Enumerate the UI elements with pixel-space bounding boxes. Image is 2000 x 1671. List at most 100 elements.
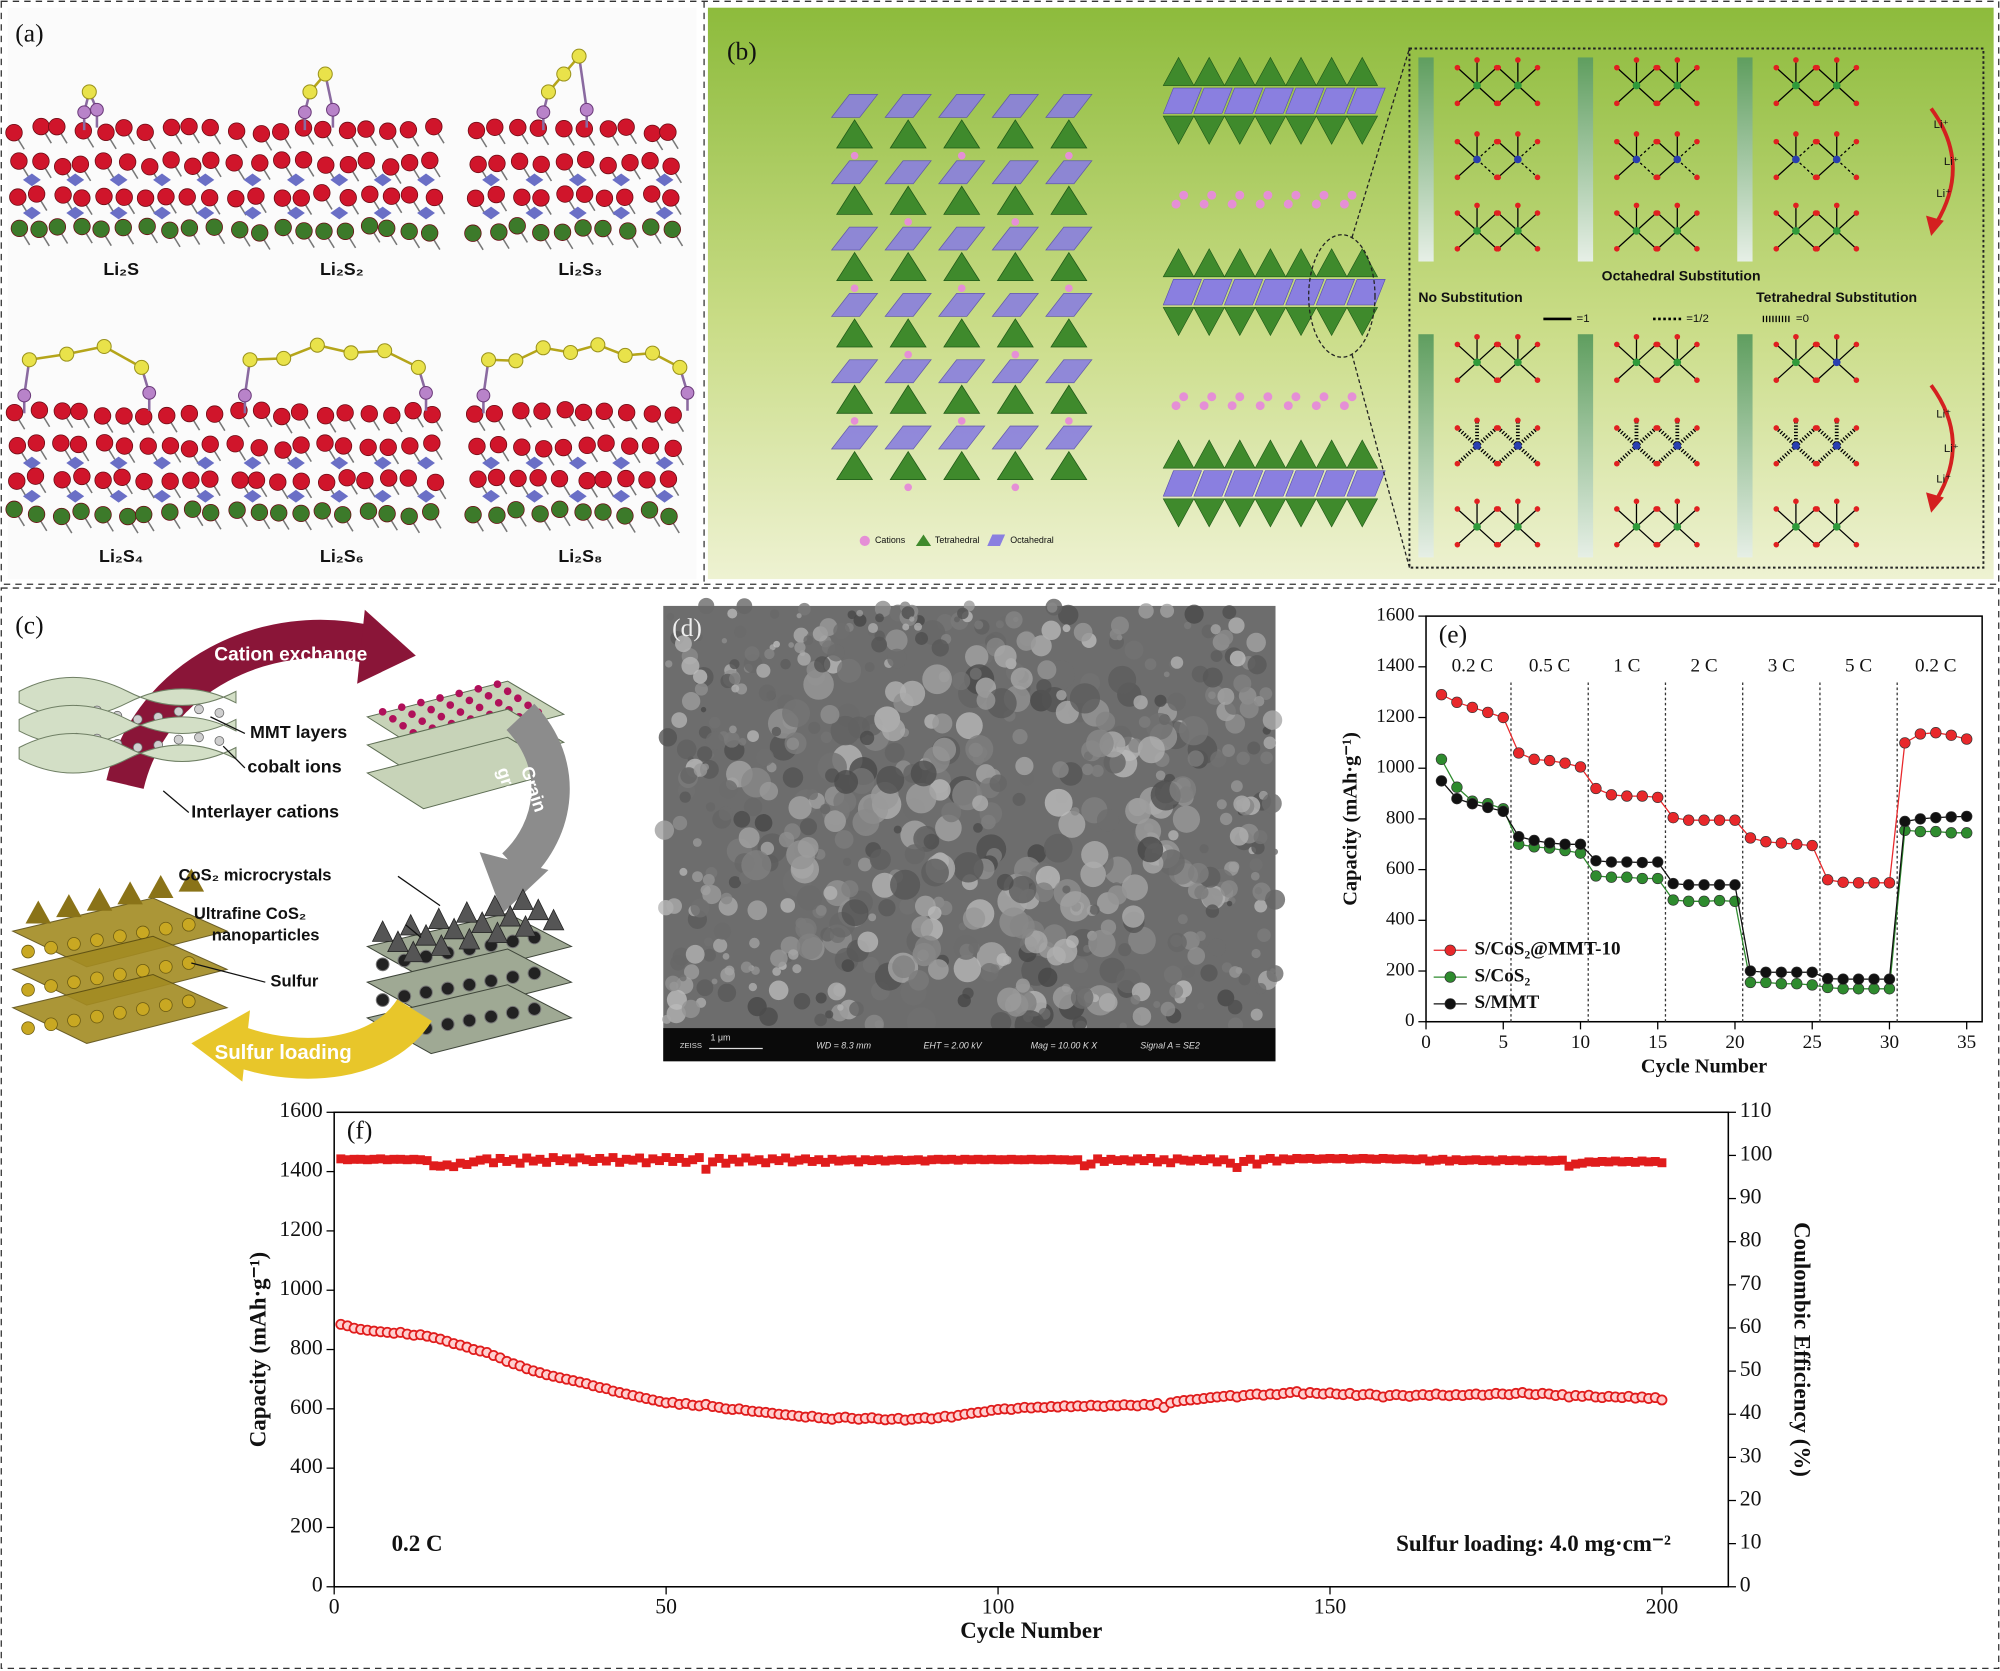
atom [273, 189, 292, 207]
atom [568, 206, 587, 220]
octahedron [1346, 279, 1386, 306]
tetrahedron [836, 318, 874, 348]
octahedron [937, 226, 986, 251]
atom [379, 122, 397, 140]
cobalt-ion [524, 701, 532, 710]
atom [532, 155, 550, 174]
point [1551, 1156, 1561, 1166]
atom [161, 503, 179, 521]
octahedron [830, 226, 879, 251]
oxygen [1614, 506, 1620, 512]
grain [721, 638, 728, 644]
point [1513, 747, 1525, 759]
tetrahedral-cation [1792, 358, 1800, 367]
atom [417, 206, 435, 220]
cation [850, 284, 859, 293]
point [1821, 972, 1834, 985]
atom [228, 501, 246, 519]
grain [1107, 885, 1128, 905]
point [508, 1155, 518, 1165]
bond-key-label: =0 [1796, 313, 1809, 325]
bond [1456, 230, 1478, 250]
grain [1210, 624, 1221, 635]
grain [723, 731, 740, 748]
atom [5, 124, 23, 142]
oxygen [1454, 506, 1461, 512]
sulfur-coated-particle [159, 998, 173, 1012]
atom [94, 471, 112, 489]
grain [796, 933, 823, 960]
atom [32, 117, 50, 136]
sulfur-coated-particle [182, 994, 196, 1009]
oxygen [1694, 541, 1700, 548]
sulfur-atom [644, 345, 661, 361]
point [1146, 1153, 1156, 1163]
point [1298, 1154, 1308, 1164]
cation [957, 151, 966, 160]
nanoparticle [440, 1017, 455, 1032]
point [469, 1157, 479, 1167]
oxygen [1833, 333, 1840, 340]
microcrystal [514, 915, 537, 937]
y2-axis-title: Coulombic Efficiency (%) [1789, 1222, 1814, 1477]
atom [482, 456, 500, 470]
point [907, 1155, 917, 1165]
grain [1229, 650, 1246, 667]
grain [1172, 805, 1201, 833]
grain [697, 746, 713, 762]
point [1682, 895, 1695, 907]
point [668, 1156, 678, 1166]
tetrahedral-cation [1473, 81, 1481, 90]
oxygen [1674, 498, 1681, 505]
oxygen [1614, 341, 1620, 348]
point [1945, 729, 1957, 741]
grain [770, 949, 788, 968]
grain [814, 1013, 827, 1027]
point [1265, 1153, 1275, 1163]
octahedron [1224, 470, 1264, 497]
oxygen [1833, 498, 1840, 505]
tetrahedron [889, 119, 927, 149]
cobalt-ion [397, 703, 406, 712]
grain [1081, 841, 1109, 869]
atom [576, 150, 595, 169]
grain [696, 979, 714, 997]
point [349, 1154, 359, 1164]
grain [921, 858, 949, 887]
microcrystal [443, 917, 465, 940]
grain [672, 815, 688, 831]
oxygen [1654, 341, 1661, 348]
point [913, 1155, 923, 1165]
point [575, 1153, 585, 1163]
tetrahedron [1223, 439, 1256, 469]
tetrahedron [1193, 248, 1226, 278]
point [608, 1153, 618, 1163]
tetrahedron [1285, 115, 1317, 145]
point [1518, 1156, 1527, 1166]
grain [1144, 658, 1157, 671]
bond [1676, 230, 1698, 250]
structure-label: Li₂S [103, 259, 139, 279]
structure-label: Li₂S₄ [99, 546, 143, 566]
y-tick-label: 600 [290, 1395, 323, 1419]
bond [1496, 426, 1520, 448]
grain [869, 848, 891, 871]
point [1259, 1155, 1269, 1165]
point [1225, 1158, 1235, 1168]
y-tick-label: 1200 [279, 1217, 323, 1241]
bond [1774, 444, 1798, 466]
grain [793, 992, 811, 1010]
y-tick-label: 1000 [1376, 757, 1414, 778]
bond [1775, 67, 1797, 86]
bond [1616, 361, 1637, 381]
bond [1775, 85, 1797, 104]
atom [464, 506, 482, 524]
tetrahedron [1193, 115, 1226, 145]
point [1513, 830, 1525, 843]
callout: MMT layers [250, 722, 347, 742]
layer-bar [1577, 334, 1594, 558]
grain [756, 663, 771, 678]
grain [969, 667, 982, 680]
cobalt-ion [436, 694, 444, 702]
tetrahedral-cation [1832, 523, 1841, 531]
